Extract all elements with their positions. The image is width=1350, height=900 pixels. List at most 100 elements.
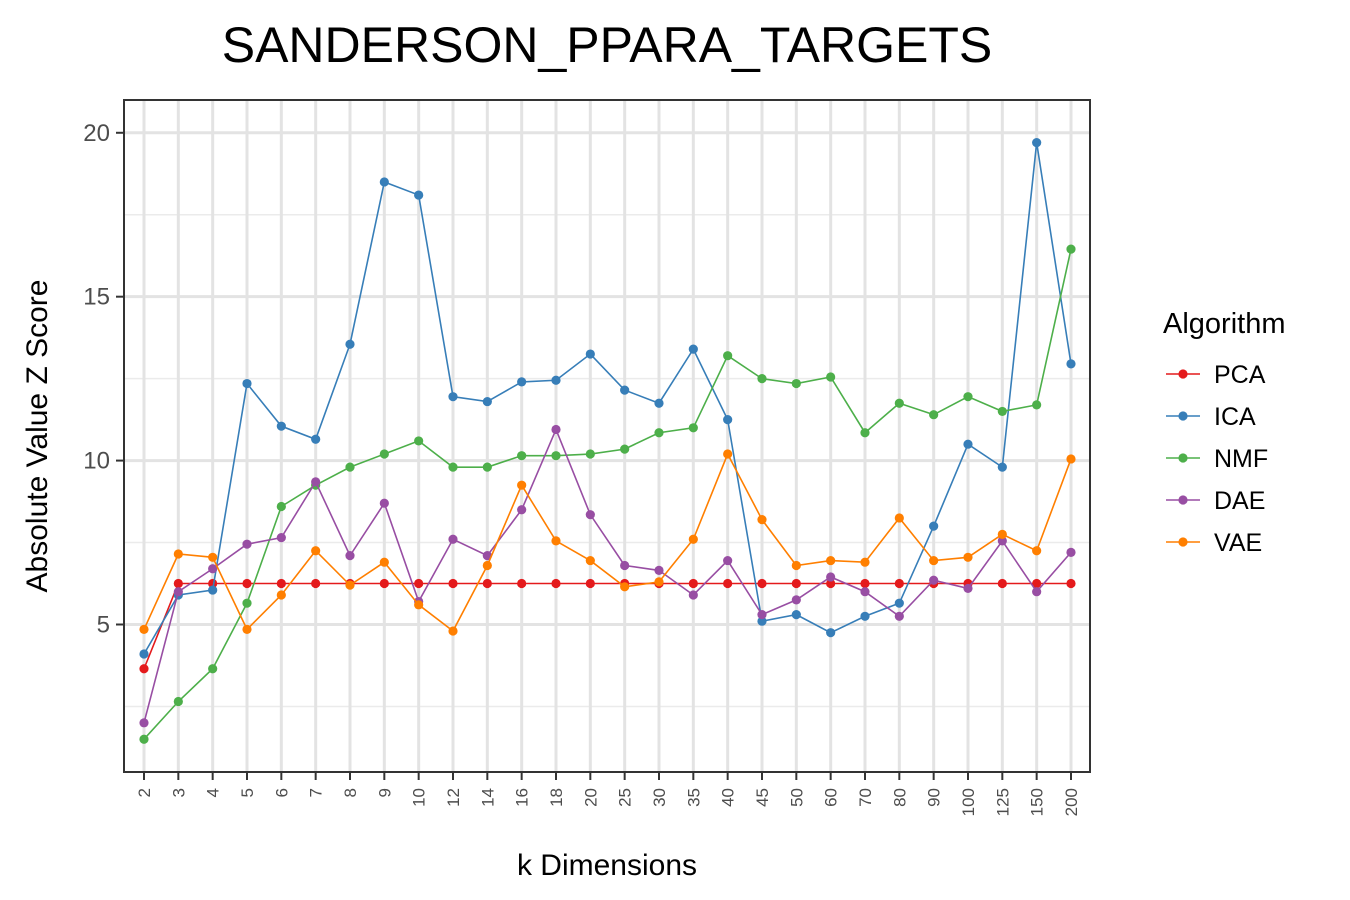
data-point-nmf: [791, 378, 801, 389]
data-point-dae: [1032, 587, 1042, 597]
data-point-dae: [242, 539, 252, 549]
chart-title: SANDERSON_PPARA_TARGETS: [222, 17, 993, 73]
data-point-nmf: [826, 372, 836, 382]
data-point-dae: [482, 551, 492, 561]
series-line-vae: [143, 452, 1072, 633]
x-tick-label: 2: [135, 788, 154, 797]
data-point-nmf: [1032, 400, 1042, 410]
data-point-vae: [723, 449, 733, 459]
series-line-dae: [143, 427, 1072, 724]
data-point-pca: [1066, 578, 1076, 589]
y-tick-label: 15: [83, 284, 110, 311]
data-point-nmf: [379, 449, 389, 459]
data-point-ica: [311, 434, 321, 444]
data-point-pca: [860, 578, 870, 589]
data-point-nmf: [894, 398, 904, 408]
data-point-pca: [894, 578, 904, 589]
y-tick-label: 5: [97, 611, 110, 638]
legend-label-dae: DAE: [1214, 487, 1265, 515]
data-point-pca: [997, 578, 1007, 589]
data-point-dae: [551, 424, 561, 435]
data-point-vae: [517, 480, 527, 490]
x-tick-label: 12: [444, 788, 463, 807]
data-point-nmf: [997, 406, 1007, 417]
data-point-dae: [894, 611, 904, 621]
x-tick-label: 150: [1028, 788, 1047, 816]
legend-label-pca: PCA: [1214, 361, 1266, 389]
data-point-vae: [654, 577, 664, 587]
legend-title: Algorithm: [1163, 308, 1286, 340]
data-point-pca: [208, 578, 218, 589]
data-point-ica: [894, 598, 904, 608]
data-point-dae: [139, 718, 149, 728]
x-tick-label: 35: [684, 788, 703, 807]
data-point-vae: [448, 626, 458, 636]
data-point-pca: [276, 578, 286, 589]
x-tick-label: 50: [787, 788, 806, 807]
x-tick-label: 6: [272, 788, 291, 797]
data-point-ica: [585, 349, 595, 359]
x-tick-label: 125: [993, 788, 1012, 816]
data-point-ica: [997, 462, 1007, 472]
x-tick-label: 25: [616, 788, 635, 807]
data-point-ica: [414, 190, 424, 200]
data-point-pca: [517, 578, 527, 589]
data-point-nmf: [414, 436, 424, 446]
data-point-dae: [757, 610, 767, 620]
data-point-nmf: [139, 734, 149, 744]
legend-key-point-pca: [1178, 369, 1188, 379]
data-point-vae: [345, 580, 355, 590]
data-point-nmf: [654, 428, 664, 438]
data-point-ica: [517, 377, 527, 387]
data-point-pca: [242, 578, 252, 589]
series-line-nmf: [143, 248, 1072, 740]
data-point-ica: [379, 177, 389, 187]
x-tick-label: 90: [925, 788, 944, 807]
data-point-ica: [723, 415, 733, 425]
data-point-pca: [414, 578, 424, 589]
data-point-pca: [826, 578, 836, 589]
data-point-pca: [139, 664, 149, 674]
data-point-vae: [826, 555, 836, 566]
x-tick-label: 40: [719, 788, 738, 807]
data-point-dae: [517, 505, 527, 515]
data-point-dae: [620, 560, 630, 571]
data-point-ica: [860, 611, 870, 621]
data-point-dae: [208, 564, 218, 574]
data-point-nmf: [276, 501, 286, 512]
data-point-vae: [242, 624, 252, 635]
data-point-dae: [860, 587, 870, 597]
x-tick-label: 18: [547, 788, 566, 807]
data-point-ica: [826, 628, 836, 638]
data-point-vae: [997, 529, 1007, 539]
data-point-nmf: [757, 374, 767, 384]
x-tick-label: 70: [856, 788, 875, 807]
data-point-pca: [791, 578, 801, 589]
data-point-vae: [585, 555, 595, 566]
data-point-dae: [826, 572, 836, 582]
data-point-vae: [208, 552, 218, 562]
data-point-vae: [929, 555, 939, 566]
data-point-vae: [1066, 454, 1076, 464]
y-axis-title: Absolute Value Z Score: [21, 280, 54, 593]
data-point-dae: [585, 510, 595, 520]
data-point-vae: [551, 536, 561, 546]
x-tick-label: 20: [581, 788, 600, 807]
data-point-nmf: [551, 451, 561, 461]
x-tick-label: 80: [890, 788, 909, 807]
series-line-pca: [143, 582, 1071, 670]
legend-label-nmf: NMF: [1214, 445, 1268, 473]
data-point-pca: [551, 578, 561, 589]
data-point-vae: [379, 557, 389, 567]
x-tick-label: 60: [822, 788, 841, 807]
legend-label-ica: ICA: [1214, 403, 1256, 431]
data-point-ica: [757, 616, 767, 626]
data-point-vae: [276, 590, 286, 600]
data-point-vae: [860, 557, 870, 567]
x-tick-label: 9: [375, 788, 394, 797]
x-tick-label: 14: [478, 788, 497, 807]
x-tick-label: 30: [650, 788, 669, 807]
data-point-dae: [723, 555, 733, 566]
data-point-vae: [620, 582, 630, 592]
data-point-ica: [276, 421, 286, 431]
